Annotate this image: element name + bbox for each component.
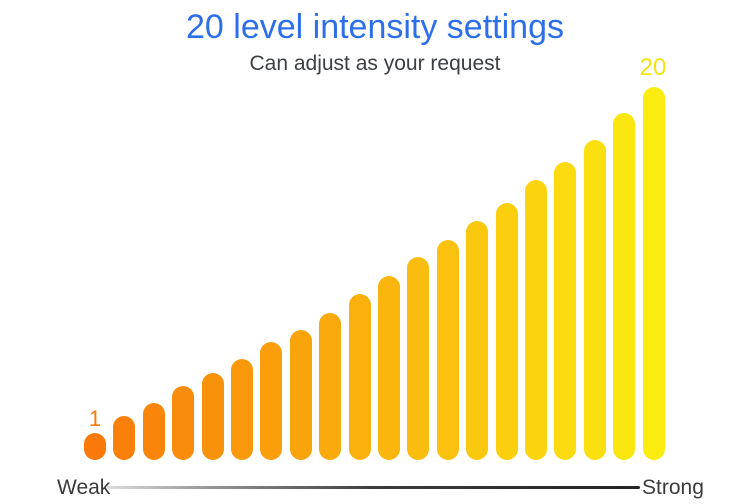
bar-level-4 <box>172 386 195 460</box>
max-level-label: 20 <box>639 54 667 81</box>
bar-level-16 <box>525 180 547 460</box>
bar-level-20 <box>642 87 665 460</box>
intensity-axis-line <box>107 486 640 489</box>
bar-level-17 <box>554 162 577 460</box>
bar-level-9 <box>319 313 342 460</box>
axis-label-strong: Strong <box>642 476 704 499</box>
bar-level-12 <box>407 257 430 460</box>
bar-level-8 <box>289 330 312 460</box>
min-level-label: 1 <box>88 406 102 431</box>
chart-subtitle: Can adjust as your request <box>249 52 501 75</box>
bar-level-1 <box>84 433 106 460</box>
bar-level-18 <box>583 140 606 460</box>
axis-label-weak: Weak <box>57 476 111 499</box>
bar-level-15 <box>495 203 518 460</box>
bar-level-10 <box>348 294 371 460</box>
bar-level-5 <box>201 373 224 460</box>
bar-level-7 <box>260 342 283 460</box>
bar-level-3 <box>142 403 165 460</box>
bar-level-6 <box>231 359 253 460</box>
chart-title: 20 level intensity settings <box>186 8 564 46</box>
bar-level-13 <box>436 240 459 460</box>
bar-level-11 <box>378 276 400 460</box>
bar-level-2 <box>113 416 136 460</box>
bar-level-19 <box>613 113 636 460</box>
bar-level-14 <box>466 221 489 460</box>
